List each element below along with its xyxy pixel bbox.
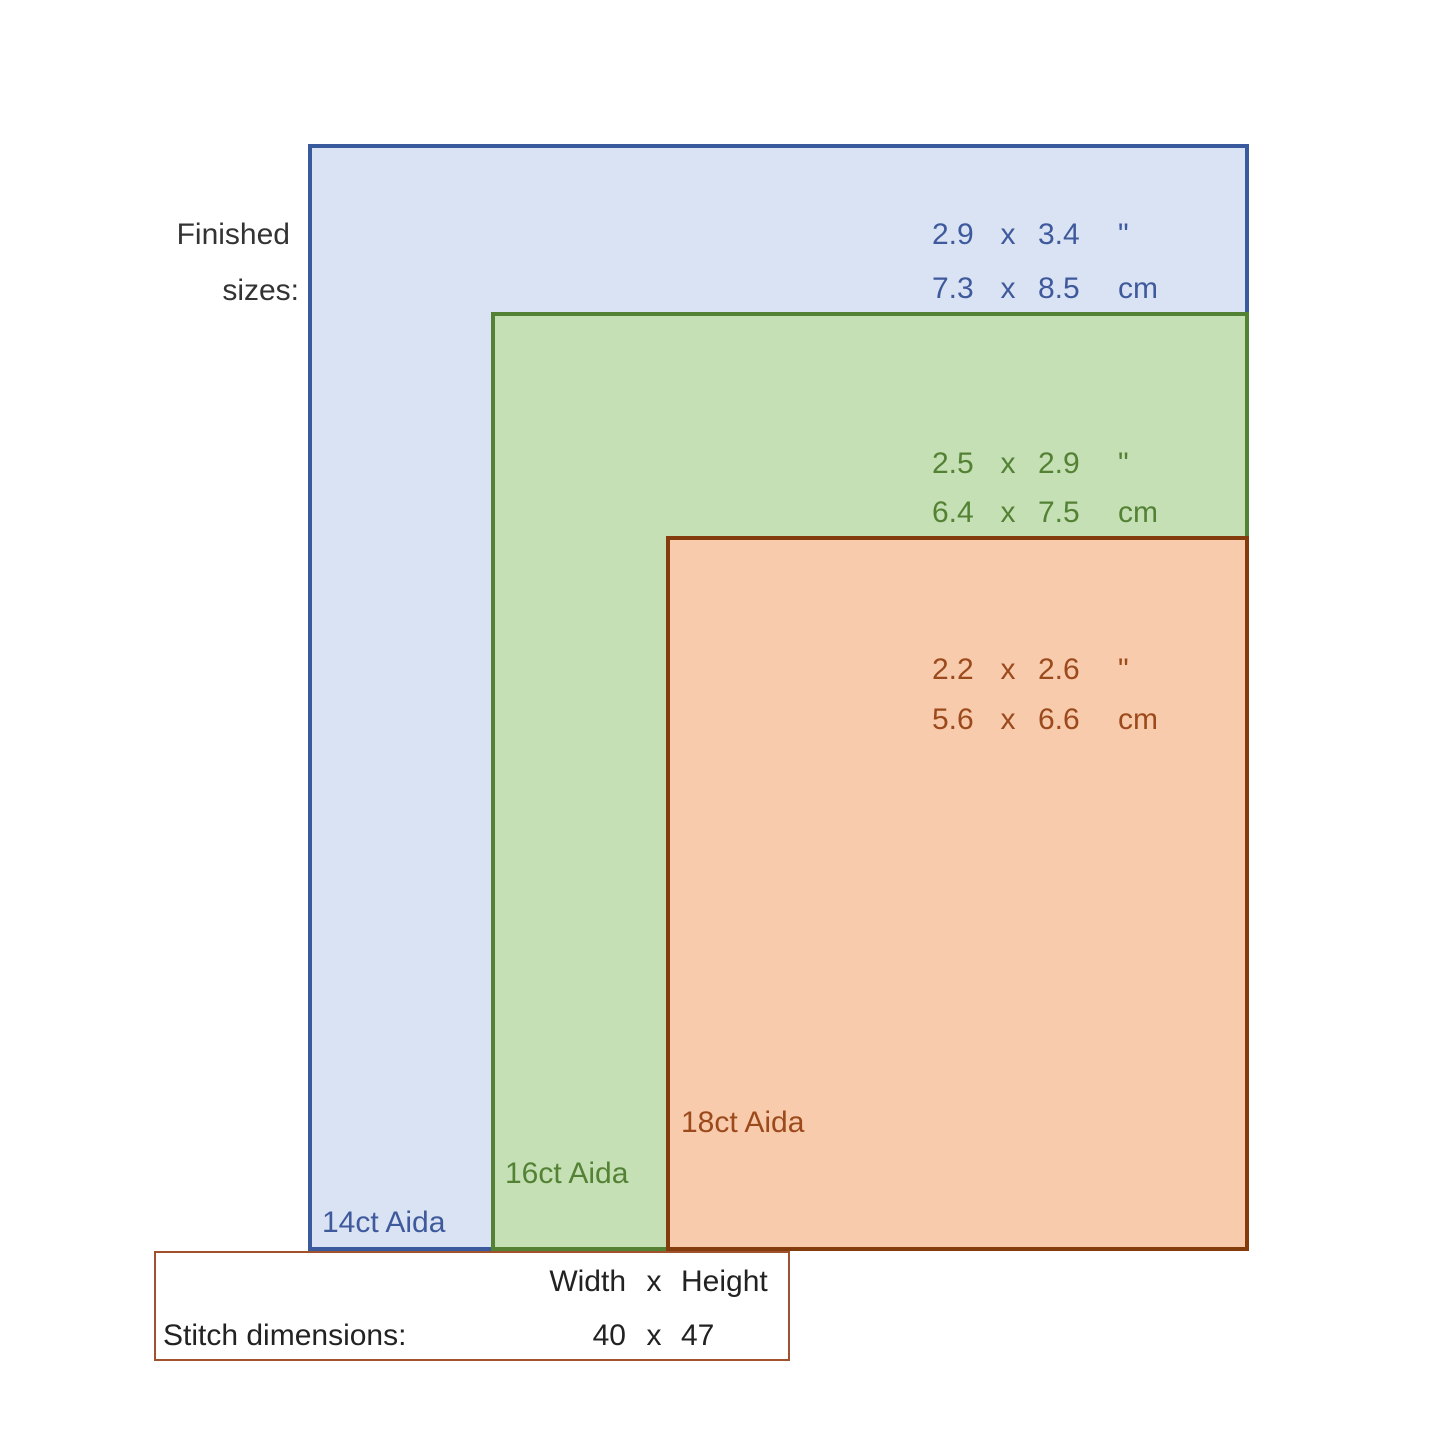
size-cm: 5.6	[932, 703, 974, 736]
size-inches: 3.4	[1038, 218, 1080, 251]
size-inches: "	[1118, 447, 1129, 480]
size-inches: "	[1118, 653, 1129, 686]
stitch-box	[154, 1251, 790, 1361]
size-cm: 8.5	[1038, 272, 1080, 305]
size-inches: "	[1118, 218, 1129, 251]
fabric-18ct	[666, 536, 1249, 1251]
stitch-label: Stitch dimensions:	[163, 1319, 406, 1352]
size-inches: x	[1001, 218, 1016, 251]
size-cm: cm	[1118, 703, 1158, 736]
size-cm: x	[1001, 703, 1016, 736]
size-inches: 2.5	[932, 447, 974, 480]
stitch-header: Width	[549, 1265, 626, 1298]
stitch-header: Height	[681, 1265, 768, 1298]
size-inches: 2.6	[1038, 653, 1080, 686]
size-cm: cm	[1118, 496, 1158, 529]
size-cm: x	[1001, 496, 1016, 529]
size-inches: 2.2	[932, 653, 974, 686]
stitch-value: 47	[681, 1319, 714, 1352]
size-cm: 6.4	[932, 496, 974, 529]
size-inches: 2.9	[932, 218, 974, 251]
fabric-label: 18ct Aida	[681, 1106, 805, 1139]
size-cm: 6.6	[1038, 703, 1080, 736]
fabric-label: 14ct Aida	[322, 1206, 446, 1239]
size-inches: 2.9	[1038, 447, 1080, 480]
size-cm: cm	[1118, 272, 1158, 305]
stitch-value: x	[647, 1319, 662, 1352]
size-inches: x	[1001, 447, 1016, 480]
size-cm: x	[1001, 272, 1016, 305]
stitch-value: 40	[593, 1319, 626, 1352]
fabric-label: 16ct Aida	[505, 1157, 629, 1190]
size-cm: 7.5	[1038, 496, 1080, 529]
finished-label: Finished	[177, 218, 290, 251]
size-inches: x	[1001, 653, 1016, 686]
finished-label: sizes:	[222, 274, 299, 307]
stitch-header: x	[647, 1265, 662, 1298]
size-cm: 7.3	[932, 272, 974, 305]
